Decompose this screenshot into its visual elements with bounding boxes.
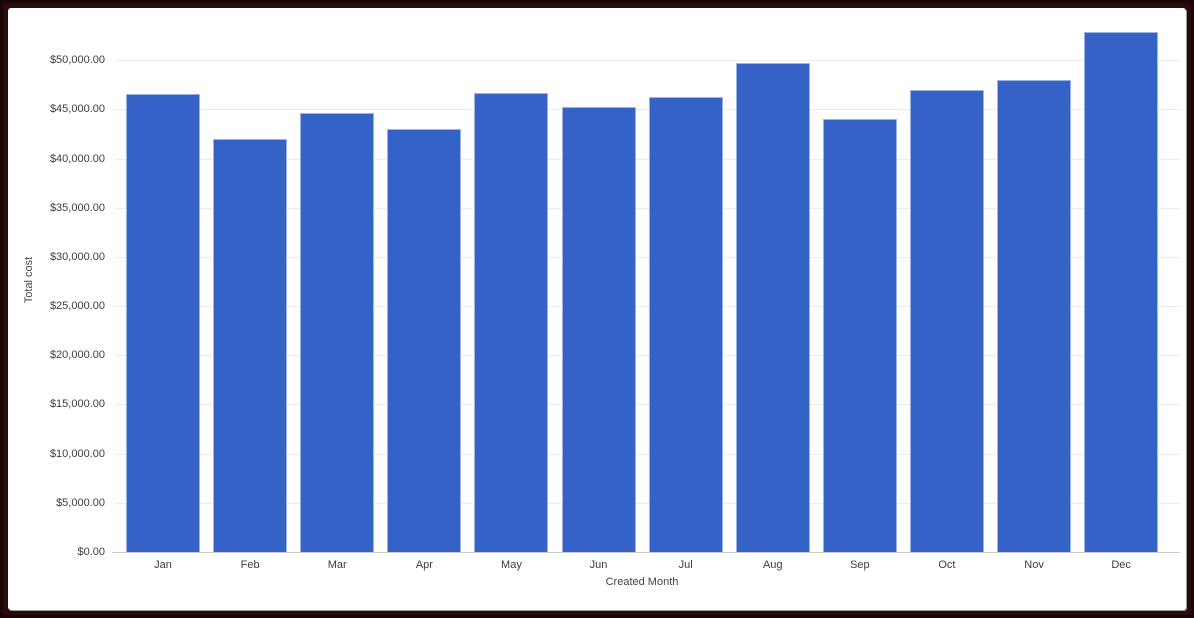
gridline — [115, 109, 1180, 111]
x-axis-tick-label: Aug — [762, 559, 783, 571]
y-axis-tick-label: $10,000.00 — [49, 447, 105, 460]
bar-jan[interactable] — [126, 93, 201, 552]
y-axis-tick-label: $30,000.00 — [49, 250, 105, 263]
bar-jun[interactable] — [561, 107, 636, 552]
x-axis-tick-label: Apr — [415, 559, 433, 571]
x-axis-tick-label: Jan — [154, 559, 172, 571]
bar-sep[interactable] — [822, 119, 897, 552]
y-axis-tick-label: $15,000.00 — [49, 398, 105, 411]
y-axis-tick-label: $20,000.00 — [49, 349, 105, 362]
bar-may[interactable] — [474, 92, 549, 552]
x-axis-tick-label: Nov — [1024, 559, 1044, 571]
x-axis-tick-label: Sep — [850, 559, 870, 571]
gridline — [115, 404, 1180, 406]
x-axis-tick-label: Oct — [938, 559, 956, 571]
bar-apr[interactable] — [387, 129, 462, 552]
gridline — [115, 453, 1180, 455]
gridline — [115, 60, 1180, 62]
gridline — [115, 158, 1180, 160]
bar-mar[interactable] — [300, 113, 375, 552]
x-axis-tick-label: Jul — [678, 559, 693, 571]
bar-oct[interactable] — [909, 89, 984, 552]
x-axis-tick-label: Feb — [240, 559, 260, 571]
x-axis-title: Created Month — [605, 576, 679, 588]
chart-panel: $0.00 $5,000.00 $10,000.00 $15,000.00 $20,00… — [8, 8, 1186, 610]
gridline — [115, 502, 1180, 504]
y-axis-tick-label: $0.00 — [77, 546, 105, 558]
x-axis-tick-label: Dec — [1111, 559, 1131, 571]
x-axis-tick-label: May — [501, 559, 522, 571]
bar-aug[interactable] — [735, 63, 810, 552]
bar-dec[interactable] — [1084, 31, 1159, 552]
y-axis-tick-label: $50,000.00 — [49, 54, 105, 67]
y-axis-tick-label: $25,000.00 — [49, 300, 105, 313]
x-axis-line — [112, 552, 1180, 553]
bar-nov[interactable] — [997, 79, 1072, 552]
y-axis-tick-label: $5,000.00 — [56, 496, 105, 509]
gridline — [115, 355, 1180, 357]
gridline — [115, 306, 1180, 308]
x-axis-tick-label: Jun — [589, 559, 608, 571]
y-axis-tick-label: $45,000.00 — [49, 103, 105, 116]
y-axis-title: Total cost — [23, 256, 35, 304]
gridline — [115, 207, 1180, 209]
x-axis-tick-label: Mar — [327, 559, 347, 571]
y-axis-tick-label: $35,000.00 — [49, 201, 105, 214]
y-axis-tick-label: $40,000.00 — [49, 152, 105, 165]
bar-feb[interactable] — [213, 138, 288, 552]
gridline — [115, 256, 1180, 258]
bar-jul[interactable] — [648, 96, 723, 552]
